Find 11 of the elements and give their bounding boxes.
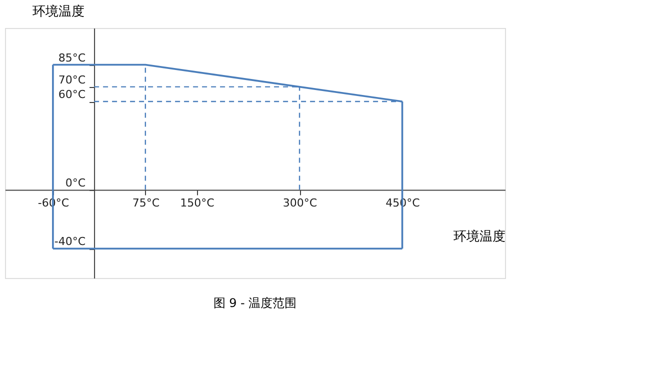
y-tick-label: -40°C: [54, 235, 86, 248]
y-tick-label: 85°C: [58, 51, 86, 64]
x-tick-label: 150°C: [180, 196, 215, 210]
y-tick-label: 70°C: [58, 73, 86, 86]
x-tick-label: 300°C: [282, 196, 318, 210]
x-axis-title: 环境温度: [454, 228, 506, 244]
y-axis-title: 环境温度: [32, 4, 85, 20]
y-tick-label: 0°C: [65, 176, 86, 190]
x-tick-label: 75°C: [132, 196, 160, 210]
text: 图 9 - 温度范围: [213, 296, 297, 310]
y-tick-label: 60°C: [58, 88, 86, 102]
